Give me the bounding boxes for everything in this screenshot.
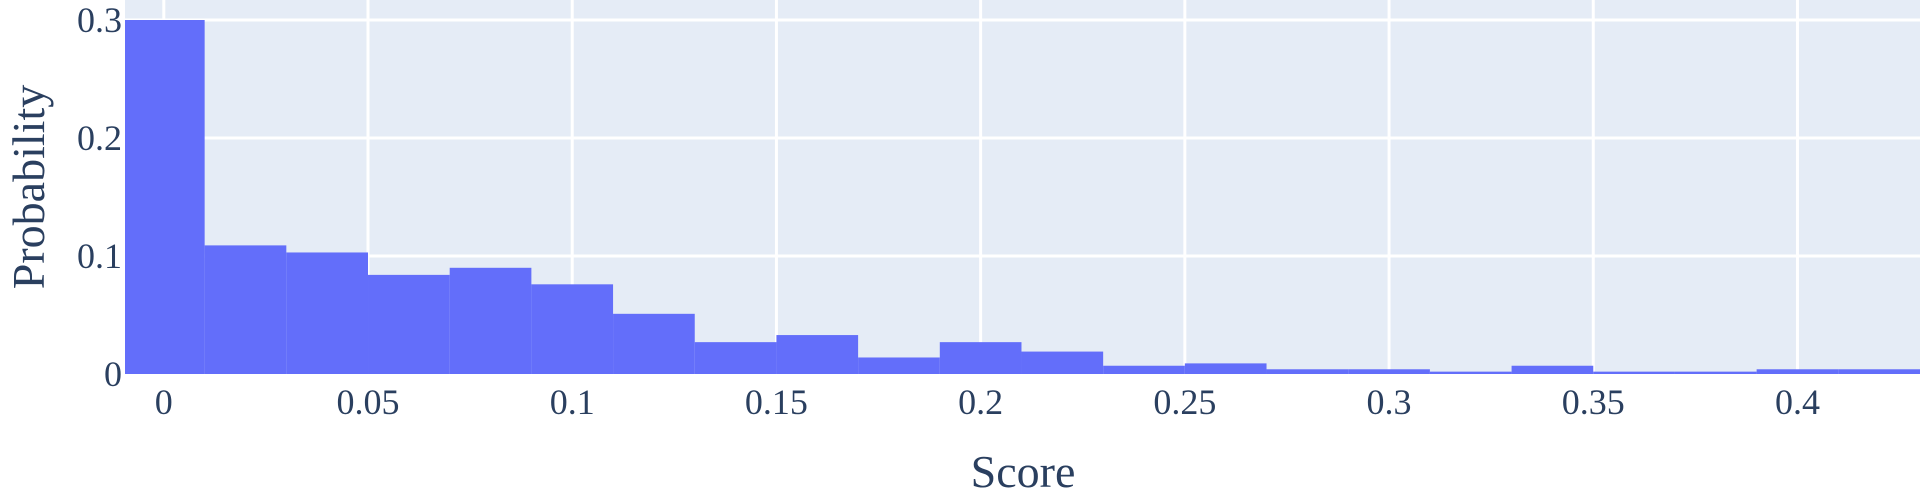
histogram-bar-12 (1103, 365, 1185, 374)
histogram-bar-9 (858, 357, 940, 374)
histogram-bar-17 (1511, 365, 1594, 374)
histogram-bar-11 (1021, 351, 1104, 374)
histogram-bar-0 (125, 20, 205, 374)
y-tick-label-2: 0.2 (77, 118, 122, 158)
x-tick-label-0: 0 (155, 382, 173, 422)
x-tick-label-5: 0.25 (1153, 382, 1216, 422)
x-tick-label-1: 0.05 (337, 382, 400, 422)
histogram-bar-5 (531, 284, 614, 374)
grid-lines (125, 0, 1920, 374)
y-tick-label-0: 0 (104, 354, 122, 394)
histogram-bar-1 (204, 245, 287, 374)
x-axis-title: Score (971, 446, 1076, 497)
histogram-bar-2 (286, 252, 369, 374)
y-tick-label-1: 0.1 (77, 236, 122, 276)
x-tick-label-6: 0.3 (1367, 382, 1412, 422)
histogram-bar-8 (776, 335, 859, 374)
histogram-bar-21 (1838, 369, 1920, 374)
histogram-bar-6 (613, 313, 695, 374)
histogram-bar-18 (1593, 371, 1675, 374)
y-axis-ticks: 0 0.1 0.2 0.3 (77, 0, 122, 394)
x-tick-label-7: 0.35 (1562, 382, 1625, 422)
x-tick-label-3: 0.15 (745, 382, 808, 422)
bars (125, 20, 1920, 374)
x-tick-label-8: 0.4 (1775, 382, 1820, 422)
histogram-bar-16 (1429, 371, 1512, 374)
histogram-bar-13 (1184, 363, 1267, 374)
histogram-bar-14 (1266, 369, 1349, 374)
histogram-bar-10 (939, 342, 1022, 374)
histogram-bar-20 (1756, 369, 1839, 374)
histogram-bar-15 (1348, 369, 1430, 374)
histogram-bar-19 (1674, 371, 1757, 374)
y-tick-label-3: 0.3 (77, 0, 122, 40)
x-tick-label-2: 0.1 (550, 382, 595, 422)
histogram-bar-7 (694, 342, 777, 374)
histogram-bar-3 (368, 274, 450, 374)
x-tick-label-4: 0.2 (958, 382, 1003, 422)
x-axis-ticks: 0 0.05 0.1 0.15 0.2 0.25 0.3 0.35 0.4 (155, 382, 1820, 422)
histogram-bar-4 (449, 267, 532, 374)
y-axis-title: Probability (3, 85, 54, 289)
